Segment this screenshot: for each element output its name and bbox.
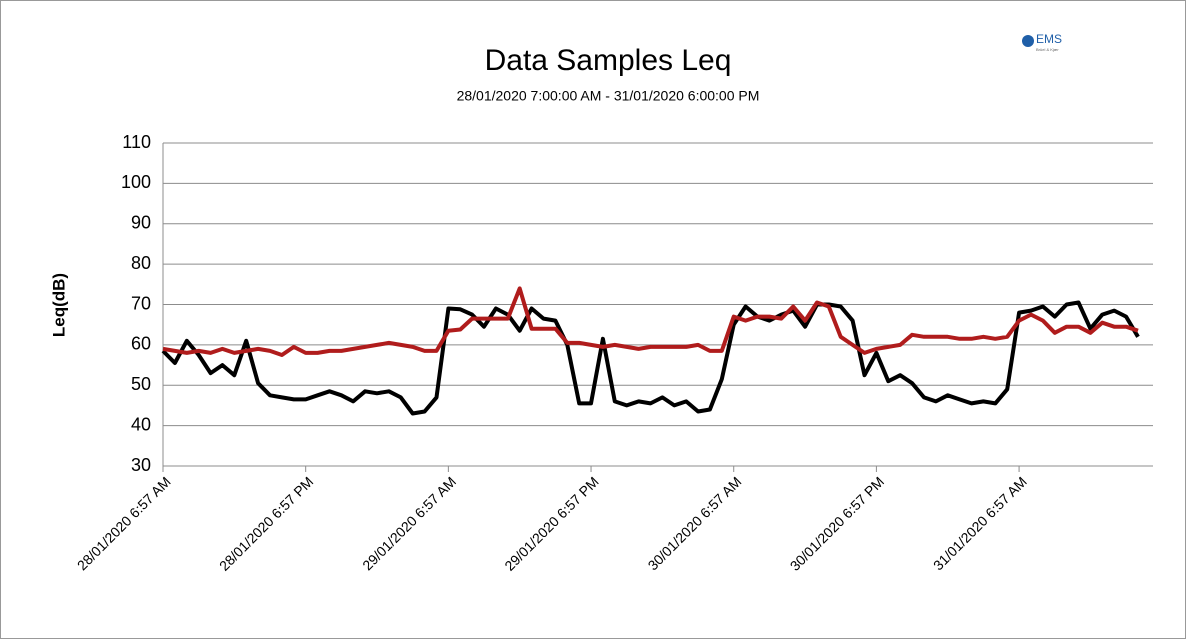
y-tick-label: 90 bbox=[131, 213, 151, 233]
y-tick-label: 100 bbox=[121, 172, 151, 192]
y-tick-label: 60 bbox=[131, 334, 151, 354]
logo-subtext: Brüel & Kjær bbox=[1036, 47, 1059, 52]
y-tick-label: 30 bbox=[131, 455, 151, 475]
y-tick-label: 70 bbox=[131, 293, 151, 313]
y-tick-label: 50 bbox=[131, 374, 151, 394]
chart-title: Data Samples Leq bbox=[485, 44, 732, 77]
logo-icon bbox=[1022, 35, 1034, 47]
chart-subtitle: 28/01/2020 7:00:00 AM - 31/01/2020 6:00:… bbox=[457, 88, 760, 104]
logo-text: EMS bbox=[1036, 32, 1062, 46]
series-line bbox=[162, 286, 1139, 357]
y-tick-label: 40 bbox=[131, 414, 151, 434]
series-line bbox=[161, 300, 1140, 416]
y-tick-label: 110 bbox=[122, 132, 151, 152]
y-tick-label: 80 bbox=[131, 253, 151, 273]
y-axis-label: Leq(dB) bbox=[49, 273, 68, 337]
